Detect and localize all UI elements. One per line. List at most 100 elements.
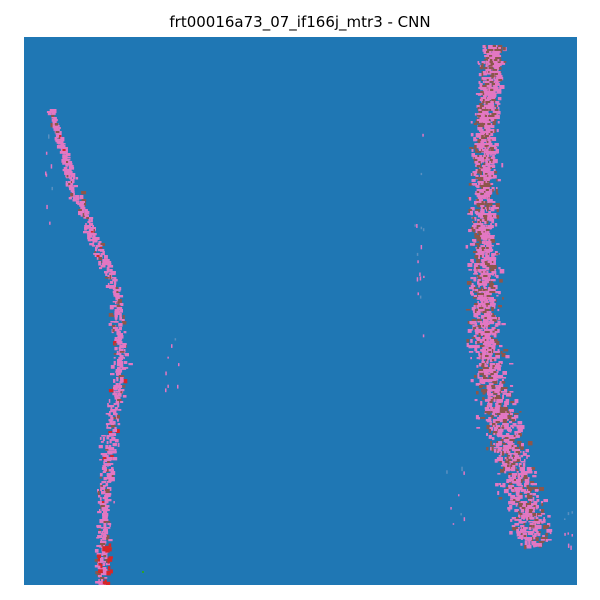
right-streak-pixel (481, 203, 485, 207)
right-streak-pixel (482, 309, 487, 313)
left-streak-pixel (70, 193, 74, 197)
right-streak-pixel (491, 157, 496, 159)
left-streak-red-pixel (107, 560, 110, 564)
left-streak-pixel (104, 511, 108, 514)
right-streak-pixel (487, 373, 491, 375)
left-streak-pixel (58, 127, 61, 130)
left-streak-pixel (86, 233, 89, 235)
right-streak-pixel (490, 59, 493, 62)
right-streak-pixel (492, 371, 497, 375)
left-streak-pixel (118, 387, 121, 389)
right-streak-pixel (488, 133, 491, 135)
left-streak-pixel (95, 571, 99, 575)
right-streak-pixel (509, 413, 513, 416)
right-streak-pixel (478, 151, 482, 154)
left-streak-red-pixel (106, 581, 111, 585)
right-streak-pixel (496, 179, 499, 182)
right-streak-pixel (488, 333, 491, 337)
right-streak-pixel (513, 463, 518, 466)
left-streak-pixel (117, 385, 121, 389)
right-streak-pixel (477, 189, 483, 193)
left-streak-pixel (120, 303, 124, 306)
left-streak-pixel (108, 419, 111, 422)
right-streak-pixel (483, 111, 489, 115)
right-streak-pixel (491, 187, 495, 190)
right-streak-pixel (477, 281, 481, 285)
right-streak-pixel (512, 479, 514, 483)
right-streak-pixel (495, 67, 499, 71)
right-streak-pixel (495, 151, 499, 154)
left-streak-pixel (114, 413, 118, 416)
left-streak-pixel (121, 367, 127, 370)
right-streak-pixel (502, 47, 506, 51)
right-streak-pixel (484, 363, 487, 366)
right-streak-pixel (478, 355, 481, 360)
right-streak-pixel (488, 199, 493, 203)
right-streak-pixel (513, 517, 516, 519)
right-streak-pixel (489, 109, 492, 112)
left-streak-pixel (84, 227, 87, 231)
right-streak-pixel (487, 315, 490, 318)
left-streak-pixel (59, 145, 63, 149)
right-streak-pixel (481, 149, 486, 152)
right-streak-pixel (522, 517, 525, 520)
right-streak-pixel (475, 341, 478, 345)
right-streak-pixel (486, 71, 489, 75)
right-streak-pixel (483, 77, 487, 80)
left-streak-pixel (108, 539, 113, 542)
right-streak-pixel (491, 151, 497, 155)
right-streak-pixel (485, 359, 488, 362)
right-streak-pixel (483, 377, 486, 381)
right-streak-pixel (474, 193, 479, 195)
left-streak-pixel (111, 475, 114, 479)
right-streak-pixel (501, 323, 506, 326)
right-streak-pixel (468, 345, 473, 349)
right-streak-pixel (486, 121, 489, 125)
right-streak-pixel (511, 503, 516, 505)
left-streak-pixel (92, 225, 94, 229)
left-streak-pixel (116, 329, 120, 332)
left-streak-pixel (116, 289, 121, 292)
right-streak-pixel (494, 419, 499, 423)
right-streak-pixel (474, 347, 478, 352)
right-streak-pixel (479, 221, 481, 224)
left-streak-pixel (103, 541, 105, 545)
right-streak-pixel (486, 213, 492, 217)
left-streak-pixel (69, 169, 72, 173)
left-streak-red-pixel (107, 566, 111, 571)
right-streak-pixel (492, 411, 496, 415)
left-streak-pixel (114, 339, 119, 344)
right-streak-pixel (466, 343, 469, 348)
right-streak-pixel (529, 511, 532, 515)
right-streak-pixel (492, 155, 495, 158)
left-streak-pixel (84, 213, 88, 216)
left-streak-pixel (104, 463, 107, 466)
left-streak-pixel (107, 523, 112, 526)
right-streak-pixel (513, 459, 516, 462)
right-streak-pixel (526, 455, 528, 459)
right-streak-pixel (500, 411, 506, 415)
right-streak-pixel (491, 273, 494, 276)
left-streak-pixel (119, 335, 124, 339)
right-streak-pixel (502, 297, 504, 300)
right-streak-pixel (537, 545, 542, 547)
right-streak-pixel (485, 149, 489, 152)
right-streak-pixel (484, 279, 490, 281)
right-streak-pixel (531, 507, 535, 512)
right-streak-pixel (497, 179, 501, 182)
right-streak-pixel (486, 207, 491, 210)
left-streak-pixel (100, 539, 103, 543)
right-streak-pixel (475, 177, 480, 179)
left-streak-pixel (70, 189, 75, 193)
right-streak-pixel (489, 401, 493, 405)
right-streak-pixel (479, 143, 482, 145)
left-streak-pixel (96, 237, 100, 240)
right-streak-pixel (477, 295, 481, 297)
right-streak-pixel (485, 263, 490, 267)
left-streak-pixel (62, 161, 67, 165)
right-streak-pixel (492, 137, 497, 141)
right-streak-pixel (516, 469, 519, 472)
left-streak-pixel (100, 489, 102, 492)
right-streak-pixel (484, 193, 486, 196)
right-streak-pixel (509, 435, 514, 437)
